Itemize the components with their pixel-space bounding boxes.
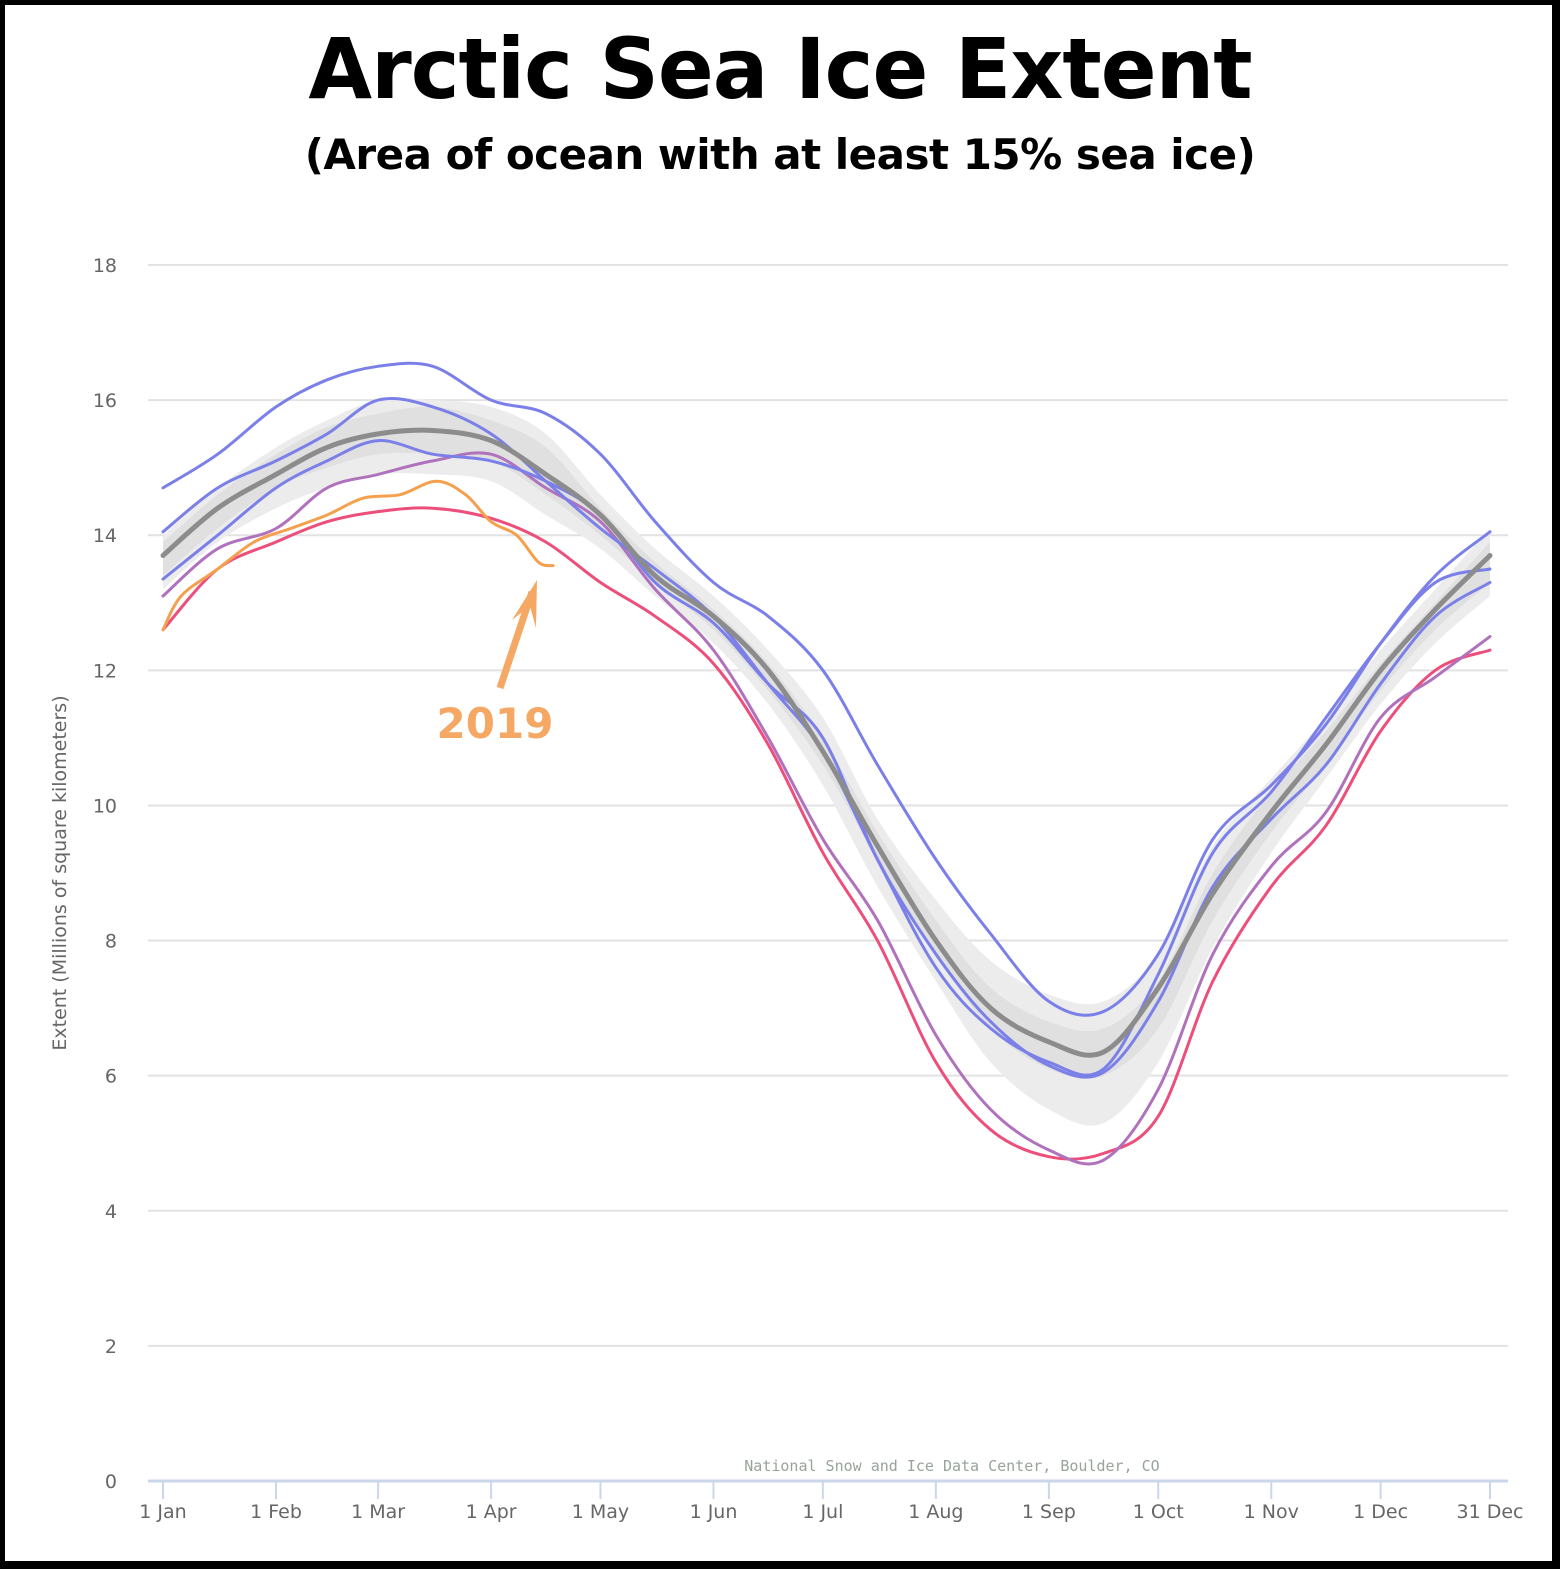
y-tick-label: 2 [105, 1336, 117, 1358]
x-tick-label: 1 Apr [466, 1501, 517, 1523]
annotation-arrowhead-icon [512, 580, 537, 628]
x-tick-label: 1 Jun [690, 1501, 738, 1523]
x-tick-label: 1 Nov [1244, 1501, 1299, 1523]
series-lines [160, 361, 1493, 1166]
x-tick-label: 1 May [572, 1501, 629, 1523]
y-tick-label: 10 [93, 795, 117, 817]
y-tick-label: 8 [105, 931, 117, 953]
annotation-label: 2019 [437, 699, 554, 748]
x-tick-label: 1 Feb [250, 1501, 302, 1523]
series-line-blue-1-high- [161, 361, 1492, 1017]
chart-subtitle: (Area of ocean with at least 15% sea ice… [304, 130, 1256, 179]
y-tick-label: 6 [105, 1066, 117, 1088]
x-tick-label: 1 Dec [1353, 1501, 1408, 1523]
axes: 0 2 4 6 8 10 12 14 16 18 1 Jan 1 Feb 1 Mar 1 Apr 1 May… [93, 255, 1524, 1523]
x-tick-label: 1 Sep [1022, 1501, 1076, 1523]
x-tick-label: 1 Aug [908, 1501, 963, 1523]
band-inner [163, 406, 1490, 1079]
x-tick-label: 1 Jan [139, 1501, 186, 1523]
y-axis-title: Extent (Millions of square kilometers) [49, 695, 71, 1050]
series-line-red [161, 506, 1492, 1161]
y-tick-label: 14 [93, 525, 117, 547]
y-tick-label: 18 [93, 255, 117, 277]
series-line-median [160, 427, 1493, 1058]
series-line-blue-2 [161, 396, 1492, 1077]
y-tick-label: 0 [105, 1471, 117, 1493]
y-tick-label: 12 [93, 660, 117, 682]
y-tick-label: 4 [105, 1201, 117, 1223]
x-tick-label: 1 Oct [1133, 1501, 1184, 1523]
y-tick-label: 16 [93, 390, 117, 412]
chart-title: Arctic Sea Ice Extent [308, 20, 1252, 118]
x-tick-label: 31 Dec [1457, 1501, 1524, 1523]
series-line-purple [161, 451, 1492, 1166]
x-tick-label: 1 Mar [351, 1501, 405, 1523]
source-credit: National Snow and Ice Data Center, Bould… [744, 1457, 1159, 1475]
x-tick-label: 1 Jul [802, 1501, 843, 1523]
series-line-2019 [161, 479, 555, 632]
annotation-2019: 2019 [437, 580, 554, 748]
